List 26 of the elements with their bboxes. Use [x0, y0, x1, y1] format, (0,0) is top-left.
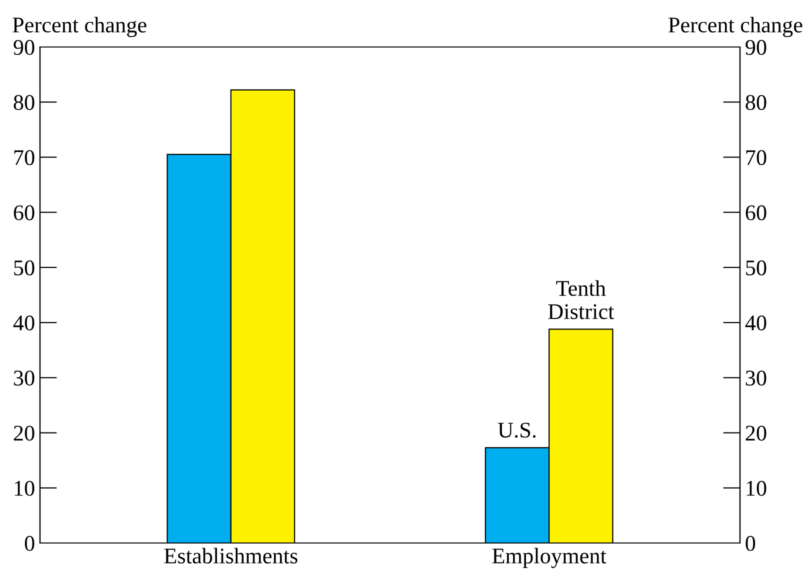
y-tick-label: 90: [14, 40, 34, 55]
y2-tick-label: 50: [746, 260, 766, 276]
y2-tick-label: 20: [746, 426, 766, 441]
y2-tick-label: 30: [746, 370, 766, 386]
y2-tick-label: 90: [746, 40, 766, 55]
y2-tick-label: 80: [746, 95, 766, 110]
y-tick-label: 50: [14, 260, 34, 276]
x-tick-label: Employment: [492, 548, 606, 568]
y2-tick-label: 40: [745, 315, 766, 330]
y2-tick-label: 70: [746, 150, 766, 166]
y-tick-label: 40: [13, 315, 34, 330]
y-tick-label: 80: [14, 95, 34, 110]
y2-axis-title: Percent change: [668, 16, 802, 38]
y-axis-title: Percent change: [12, 16, 146, 38]
y-tick-label: 30: [14, 370, 34, 386]
y-tick-label: 10: [14, 480, 34, 496]
y-tick-label: 20: [14, 426, 34, 441]
x-tick-label: Establishments: [164, 548, 298, 564]
y2-tick-label: 60: [746, 205, 766, 220]
y-tick-label: 70: [14, 150, 34, 166]
series-label: U.S.: [498, 422, 536, 438]
series-label: Tenth District: [548, 280, 614, 320]
y2-tick-label: 0: [746, 536, 756, 551]
y-tick-label: 60: [14, 205, 34, 220]
y-tick-label: 0: [24, 536, 34, 551]
y2-tick-label: 10: [746, 480, 766, 496]
